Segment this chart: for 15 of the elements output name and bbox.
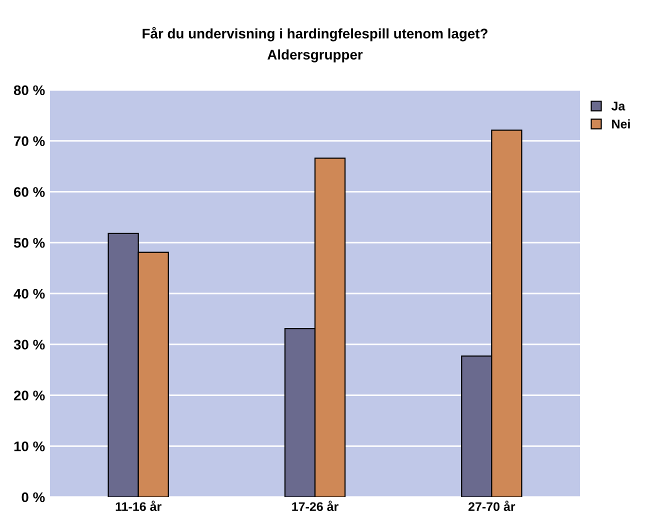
y-tick-label: 60 %	[14, 187, 45, 197]
y-tick-label: 30 %	[14, 340, 45, 350]
y-tick-label: 10 %	[14, 441, 45, 452]
y-tick-label: 20 %	[14, 390, 45, 400]
y-tick-label: 80 %	[14, 85, 45, 96]
x-tick-label: 11-16 år	[116, 500, 162, 512]
legend-label: Nei	[612, 119, 630, 128]
y-tick-label: 50 %	[14, 238, 45, 248]
chart-title: Får du undervisning i hardingfelespill utenom laget? Aldersgrupper	[142, 26, 488, 62]
y-tick-label: 0 %	[22, 492, 45, 502]
y-tick-label: 70 %	[14, 136, 45, 146]
legend-label: Ja	[611, 102, 626, 110]
y-tick-label: 40 %	[14, 288, 45, 299]
x-tick-label: 27-70 år	[468, 500, 516, 512]
x-tick-label: 17-26 år	[292, 500, 338, 512]
